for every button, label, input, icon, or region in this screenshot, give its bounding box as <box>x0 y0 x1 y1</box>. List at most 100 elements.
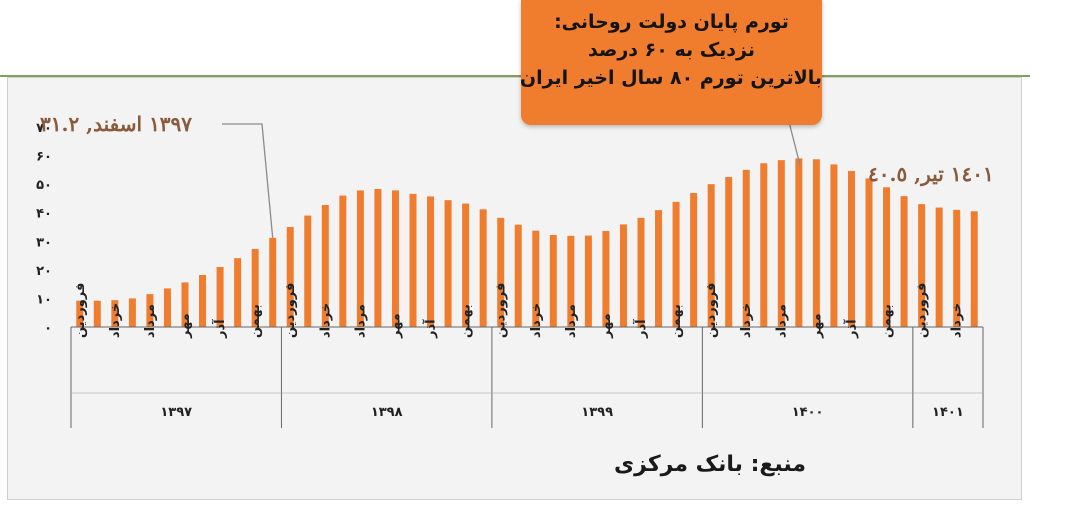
callout-line-2: نزدیک به ۶۰ درصد <box>587 39 756 61</box>
bar <box>707 184 715 327</box>
bar <box>637 217 645 327</box>
bar <box>462 203 470 327</box>
callout-line-1: تورم پایان دولت روحانی: <box>554 11 789 33</box>
bar <box>427 196 435 327</box>
bar <box>339 195 347 327</box>
month-label: خرداد <box>529 303 544 338</box>
month-label: فروردین <box>494 283 509 338</box>
bar <box>795 158 803 327</box>
year-label: ۱۴۰۰ <box>792 405 824 420</box>
bar <box>444 200 452 327</box>
month-label: فروردین <box>73 283 88 338</box>
month-label: خرداد <box>739 303 754 338</box>
bar <box>619 224 627 327</box>
callout-box: تورم پایان دولت روحانی: نزدیک به ۶۰ درصد… <box>519 0 822 125</box>
y-axis: ۰ ۱۰ ۲۰ ۳۰ ۴۰ ۵۰ ۶۰ ۷۰ <box>36 121 52 336</box>
bar <box>584 235 592 327</box>
annotation-1397-esfand: ۱۳۹۷ اسفند, ۳۱.۲ <box>40 112 193 136</box>
bar <box>497 217 505 327</box>
bar <box>918 204 926 327</box>
bar <box>234 258 242 327</box>
bar <box>514 224 522 327</box>
month-label: مهر <box>178 313 193 339</box>
bar <box>549 235 557 327</box>
y-tick-label: ۶۰ <box>36 150 52 165</box>
bar <box>163 288 171 327</box>
year-label: ۱۳۹۷ <box>160 405 192 420</box>
bar <box>830 164 838 327</box>
month-label: بهمن <box>669 304 684 338</box>
month-label: بهمن <box>459 304 474 338</box>
bar <box>269 237 277 327</box>
month-label: بهمن <box>248 304 263 338</box>
month-label: خرداد <box>318 303 333 338</box>
month-label: فروردین <box>283 283 298 338</box>
bar <box>286 227 294 327</box>
year-label: ۱۴۰۱ <box>932 405 964 420</box>
month-label: مهر <box>388 313 403 339</box>
month-label: مهر <box>599 313 614 339</box>
month-label: آذر <box>632 319 649 339</box>
callout-line-3: بالاترین تورم ۸۰ سال اخیر ایران <box>519 67 822 89</box>
bar <box>812 159 820 327</box>
annotation-leaders <box>222 123 274 238</box>
bar <box>532 230 540 327</box>
bar <box>199 275 207 327</box>
bar <box>742 169 750 327</box>
y-tick-label: ۴۰ <box>36 207 52 222</box>
month-label: مرداد <box>353 304 368 338</box>
bar <box>111 300 119 327</box>
bar <box>321 205 329 327</box>
bar <box>479 209 487 327</box>
bar <box>970 211 978 327</box>
header-divider <box>0 75 1030 77</box>
bar <box>409 193 417 327</box>
annotation-1401-tir: ١٤٠١ تیر, ٤٠.٥ <box>868 162 994 186</box>
bar <box>216 267 224 327</box>
month-label: خرداد <box>950 303 965 338</box>
month-label: فروردین <box>704 283 719 338</box>
bar <box>655 210 663 327</box>
month-label: مهر <box>809 313 824 339</box>
month-label: مرداد <box>774 304 789 338</box>
y-tick-label: ۲۰ <box>36 264 52 279</box>
bar <box>865 178 873 327</box>
month-label: بهمن <box>880 304 895 338</box>
y-tick-label: ۱۰ <box>36 292 52 307</box>
bar <box>128 298 136 327</box>
bar <box>251 249 259 327</box>
month-label: آذر <box>211 319 228 339</box>
annotation-leader-1397 <box>222 123 274 238</box>
bar <box>76 300 84 327</box>
bar <box>760 163 768 327</box>
y-tick-label: ۷۰ <box>36 121 52 136</box>
source-note: منبع: بانک مرکزی <box>614 452 806 477</box>
bar <box>777 160 785 327</box>
callout-leader-line <box>787 117 801 166</box>
bar-series <box>76 158 978 327</box>
month-label: آذر <box>422 319 439 339</box>
bar <box>356 190 364 327</box>
bar <box>847 171 855 327</box>
bar <box>93 300 101 327</box>
bar <box>935 207 943 327</box>
bar <box>391 190 399 327</box>
month-label: مرداد <box>143 304 158 338</box>
bar <box>304 215 312 327</box>
x-axis: فروردین خرداد مرداد مهر آذر بهمن ۱۳۹۷ فروردین خر… <box>70 283 984 428</box>
bar <box>181 282 189 327</box>
bar <box>672 201 680 327</box>
month-label: مرداد <box>564 304 579 338</box>
bar <box>900 196 908 327</box>
bar <box>690 193 698 327</box>
bar <box>725 177 733 327</box>
y-tick-label: ۰ <box>44 321 52 336</box>
bar <box>374 189 382 327</box>
year-label: ۱۳۹۸ <box>371 405 403 420</box>
bar <box>602 231 610 327</box>
year-label: ۱۳۹۹ <box>581 405 613 420</box>
bar <box>953 209 961 327</box>
bar <box>567 235 575 327</box>
y-tick-label: ۳۰ <box>36 235 52 250</box>
